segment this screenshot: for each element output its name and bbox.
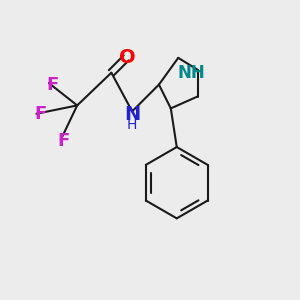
- Text: F: F: [58, 132, 70, 150]
- Text: NH: NH: [178, 64, 206, 82]
- Text: O: O: [119, 48, 136, 68]
- Text: F: F: [46, 76, 58, 94]
- Text: N: N: [124, 105, 140, 124]
- Text: H: H: [127, 118, 137, 132]
- Text: F: F: [34, 105, 46, 123]
